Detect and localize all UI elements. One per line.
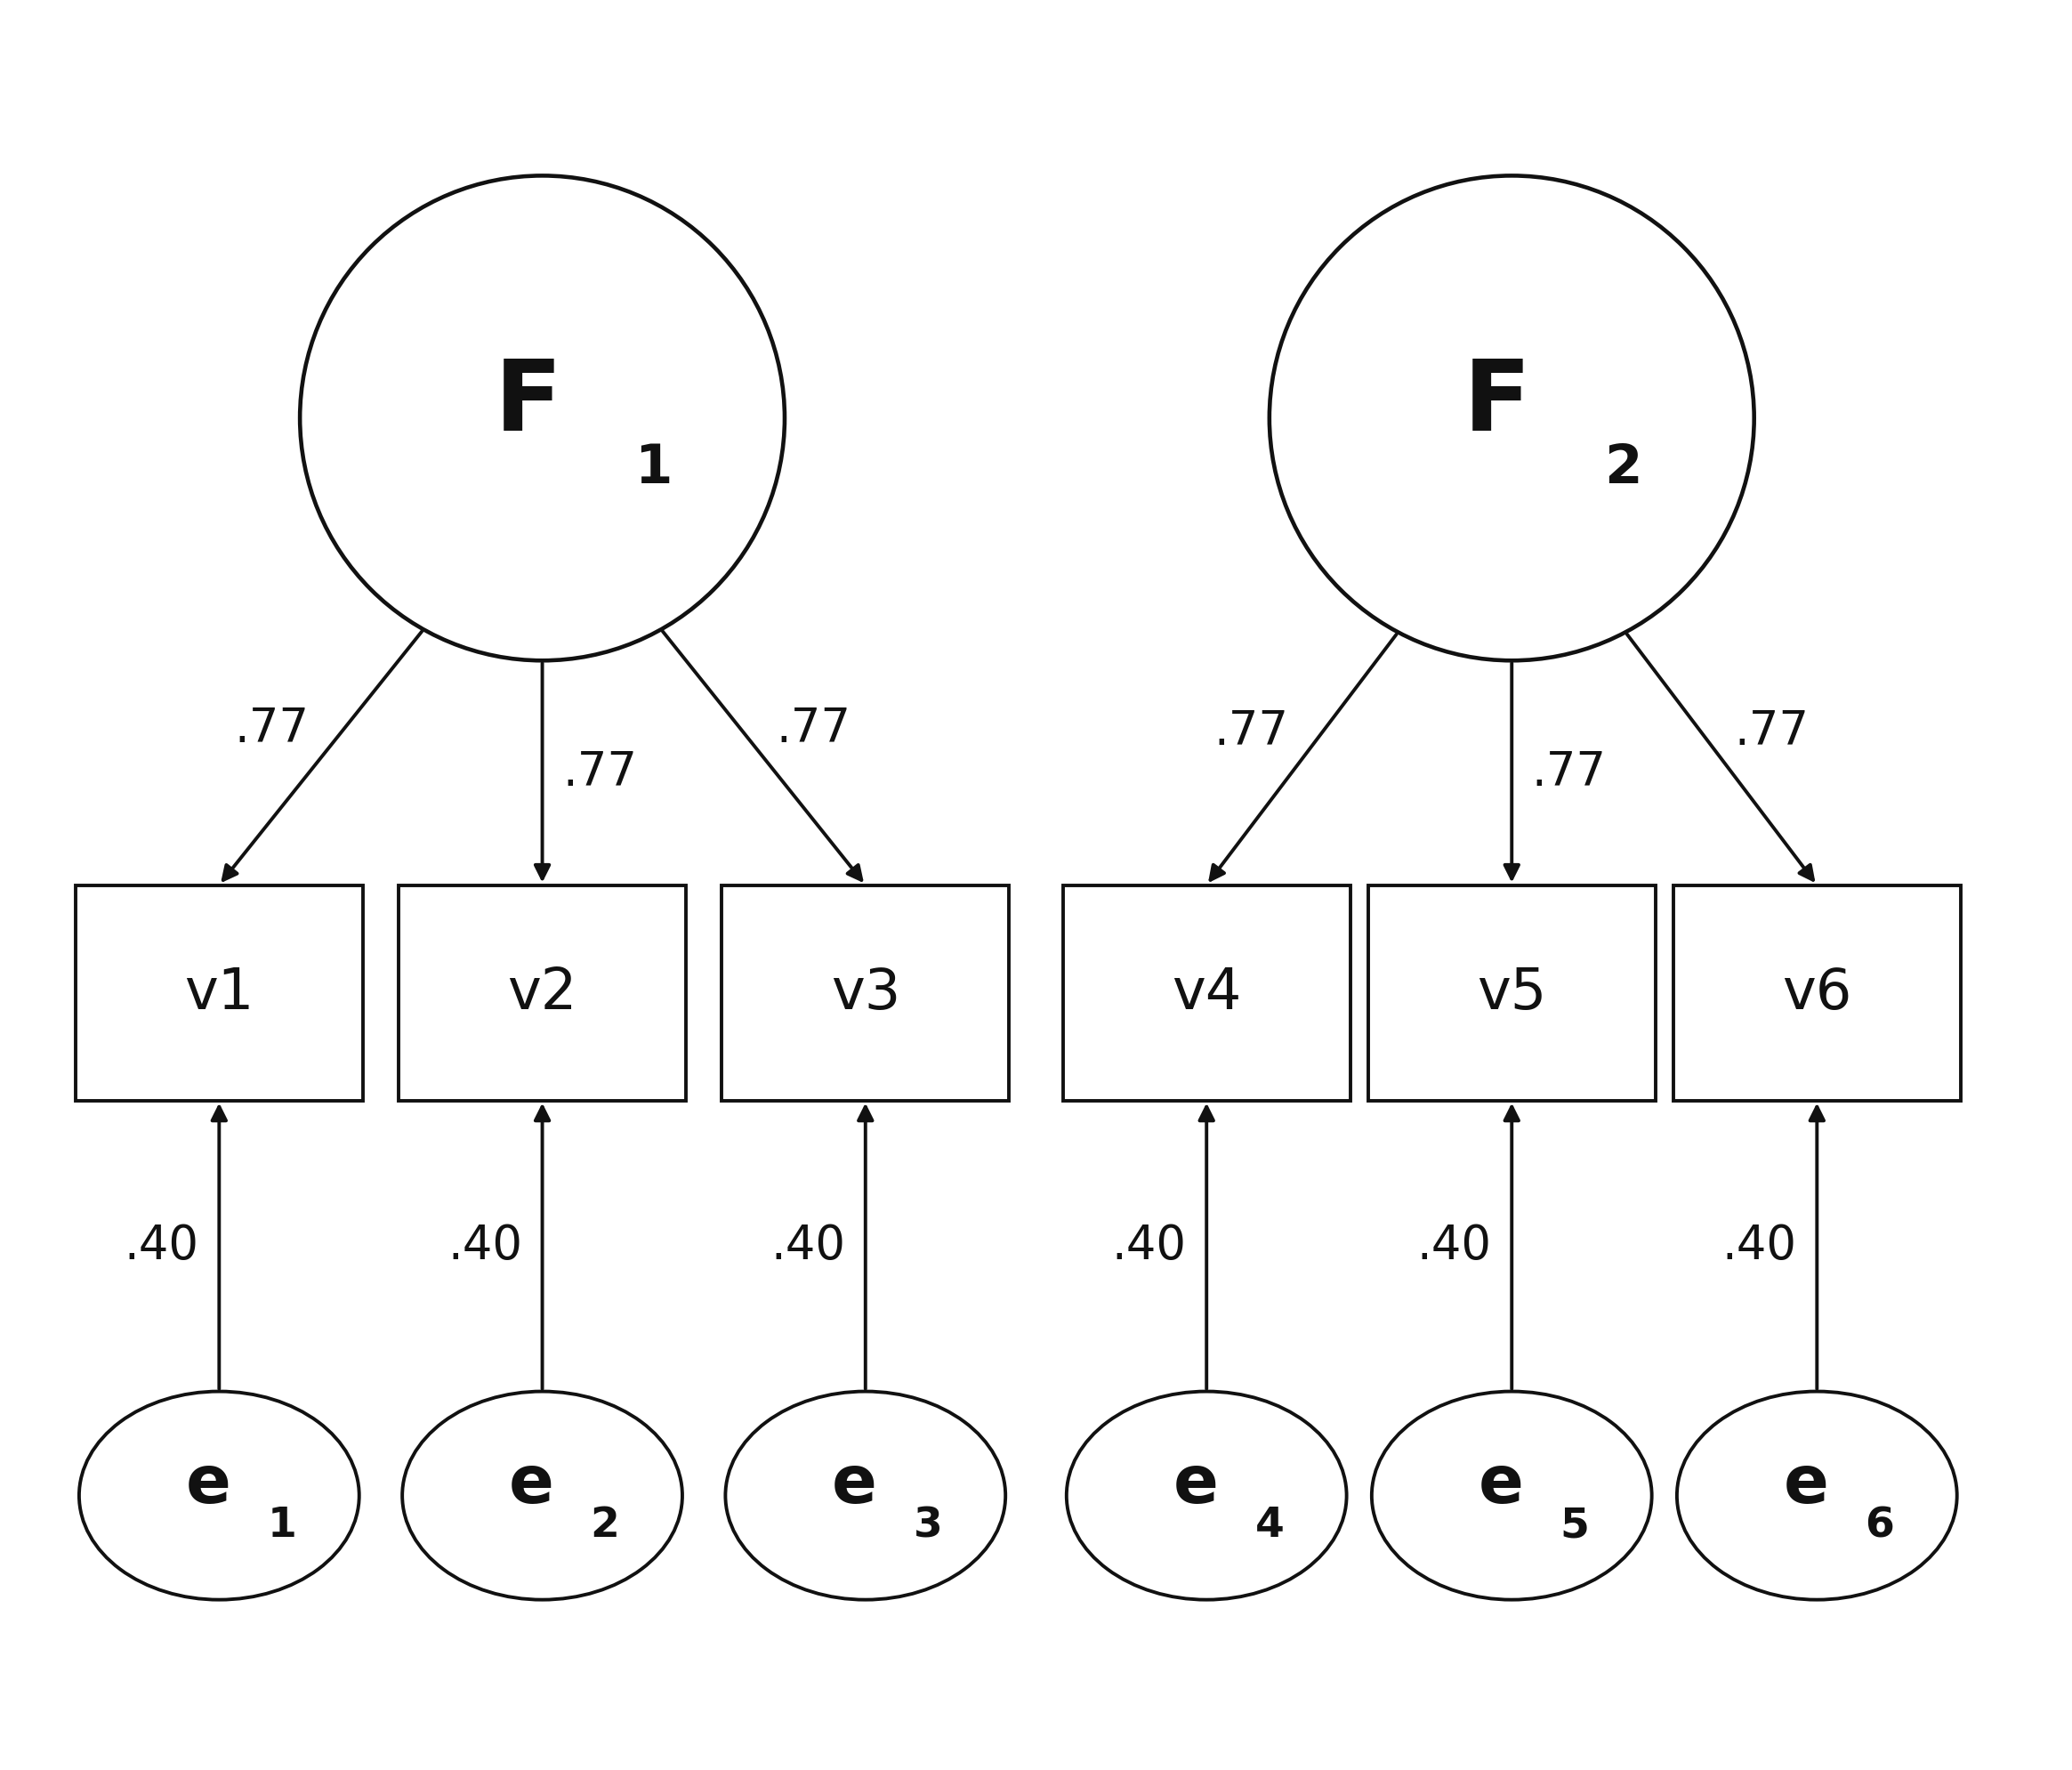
Ellipse shape bbox=[725, 1391, 1005, 1600]
Text: v1: v1 bbox=[184, 965, 255, 1020]
FancyBboxPatch shape bbox=[398, 885, 686, 1101]
FancyBboxPatch shape bbox=[1063, 885, 1351, 1101]
Text: e: e bbox=[510, 1453, 553, 1517]
Ellipse shape bbox=[1676, 1391, 1956, 1600]
Text: e: e bbox=[1173, 1453, 1218, 1517]
Text: F: F bbox=[1463, 356, 1531, 451]
Ellipse shape bbox=[1067, 1391, 1347, 1600]
Ellipse shape bbox=[79, 1391, 358, 1600]
Text: e: e bbox=[833, 1453, 876, 1517]
Text: F: F bbox=[493, 356, 562, 451]
Text: 1: 1 bbox=[267, 1506, 296, 1547]
Text: v6: v6 bbox=[1782, 965, 1852, 1020]
Text: .77: .77 bbox=[1531, 750, 1606, 796]
Text: .77: .77 bbox=[1734, 708, 1809, 754]
Text: e: e bbox=[186, 1453, 230, 1517]
Text: 2: 2 bbox=[1604, 442, 1641, 494]
Circle shape bbox=[1270, 175, 1755, 660]
FancyBboxPatch shape bbox=[721, 885, 1009, 1101]
Text: .77: .77 bbox=[1214, 708, 1289, 754]
Text: .40: .40 bbox=[1417, 1223, 1492, 1269]
FancyBboxPatch shape bbox=[1368, 885, 1656, 1101]
Text: e: e bbox=[1784, 1453, 1830, 1517]
Text: .40: .40 bbox=[124, 1223, 199, 1269]
Text: 1: 1 bbox=[634, 442, 673, 494]
Text: 3: 3 bbox=[914, 1506, 943, 1547]
Text: v4: v4 bbox=[1171, 965, 1241, 1020]
Text: .40: .40 bbox=[771, 1223, 845, 1269]
Text: .40: .40 bbox=[448, 1223, 522, 1269]
Ellipse shape bbox=[1372, 1391, 1651, 1600]
Text: v2: v2 bbox=[508, 965, 578, 1020]
Text: v3: v3 bbox=[831, 965, 901, 1020]
Text: 5: 5 bbox=[1560, 1506, 1589, 1547]
Text: .77: .77 bbox=[234, 706, 309, 752]
Text: .77: .77 bbox=[777, 706, 852, 752]
Text: 2: 2 bbox=[591, 1506, 620, 1547]
Text: 6: 6 bbox=[1865, 1506, 1894, 1547]
Text: .40: .40 bbox=[1113, 1223, 1187, 1269]
Text: 4: 4 bbox=[1256, 1506, 1285, 1547]
Text: v5: v5 bbox=[1477, 965, 1546, 1020]
Text: .40: .40 bbox=[1722, 1223, 1796, 1269]
FancyBboxPatch shape bbox=[1674, 885, 1960, 1101]
Text: e: e bbox=[1477, 1453, 1523, 1517]
Ellipse shape bbox=[402, 1391, 682, 1600]
FancyBboxPatch shape bbox=[75, 885, 363, 1101]
Text: .77: .77 bbox=[562, 750, 636, 796]
Circle shape bbox=[300, 175, 785, 660]
